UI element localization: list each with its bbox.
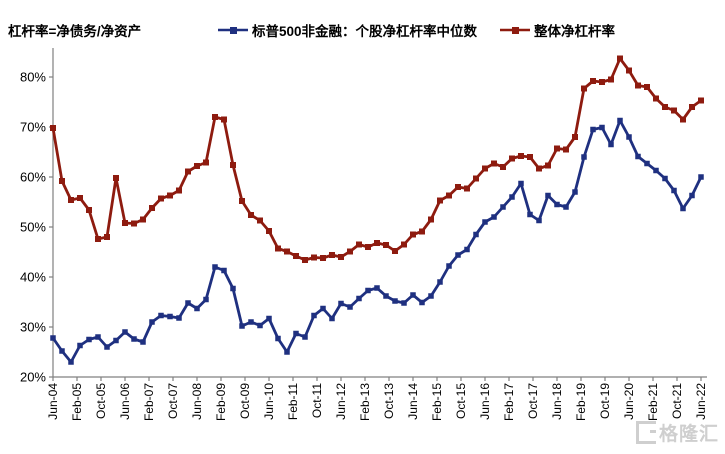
svg-text:Jun-18: Jun-18	[550, 383, 564, 420]
svg-text:20%: 20%	[20, 370, 46, 385]
svg-text:70%: 70%	[20, 120, 46, 135]
page-title: 杠杆率=净债务/净资产	[8, 24, 142, 39]
svg-text:40%: 40%	[20, 270, 46, 285]
svg-text:Oct-19: Oct-19	[598, 383, 612, 419]
svg-text:Jun-06: Jun-06	[118, 383, 132, 420]
svg-text:Feb-21: Feb-21	[646, 383, 660, 421]
gelonghui-logo-icon	[635, 421, 656, 444]
watermark-text: 格隆汇	[658, 424, 719, 445]
svg-text:Jun-10: Jun-10	[262, 383, 276, 420]
svg-text:Feb-17: Feb-17	[502, 383, 516, 421]
svg-text:Oct-17: Oct-17	[526, 383, 540, 419]
svg-text:Jun-08: Jun-08	[190, 383, 204, 420]
svg-text:Feb-11: Feb-11	[286, 383, 300, 420]
svg-text:Jun-14: Jun-14	[406, 383, 420, 420]
watermark: 格隆汇	[635, 419, 719, 446]
svg-text:Jun-04: Jun-04	[46, 383, 60, 420]
svg-text:80%: 80%	[20, 70, 46, 85]
legend-item-sp500-median[interactable]: 标普500非金融：个股净杠杆率中位数	[218, 20, 477, 40]
legend-label-sp500-median: 标普500非金融：个股净杠杆率中位数	[252, 24, 478, 39]
svg-text:Oct-21: Oct-21	[670, 383, 684, 419]
svg-text:Oct-13: Oct-13	[382, 383, 396, 419]
svg-text:Oct-11: Oct-11	[310, 383, 324, 418]
svg-text:Feb-07: Feb-07	[142, 383, 156, 421]
svg-text:Oct-15: Oct-15	[454, 383, 468, 419]
svg-text:Jun-16: Jun-16	[478, 383, 492, 420]
svg-text:Feb-19: Feb-19	[574, 383, 588, 421]
svg-text:Feb-13: Feb-13	[358, 383, 372, 421]
svg-text:Jun-22: Jun-22	[694, 383, 708, 420]
svg-text:Oct-09: Oct-09	[238, 383, 252, 419]
legend-line-blue-icon	[218, 27, 248, 34]
svg-text:30%: 30%	[20, 320, 46, 335]
svg-text:Jun-12: Jun-12	[334, 383, 348, 420]
legend-line-red-icon	[500, 27, 530, 34]
svg-text:Jun-20: Jun-20	[622, 383, 636, 420]
svg-text:Oct-05: Oct-05	[94, 383, 108, 419]
svg-text:Oct-07: Oct-07	[166, 383, 180, 419]
svg-text:Feb-09: Feb-09	[214, 383, 228, 421]
svg-text:Feb-05: Feb-05	[70, 383, 84, 421]
svg-text:50%: 50%	[20, 220, 46, 235]
svg-text:60%: 60%	[20, 170, 46, 185]
legend-item-overall[interactable]: 整体净杠杆率	[500, 20, 615, 40]
svg-text:Feb-15: Feb-15	[430, 383, 444, 421]
legend-label-overall: 整体净杠杆率	[534, 24, 615, 39]
